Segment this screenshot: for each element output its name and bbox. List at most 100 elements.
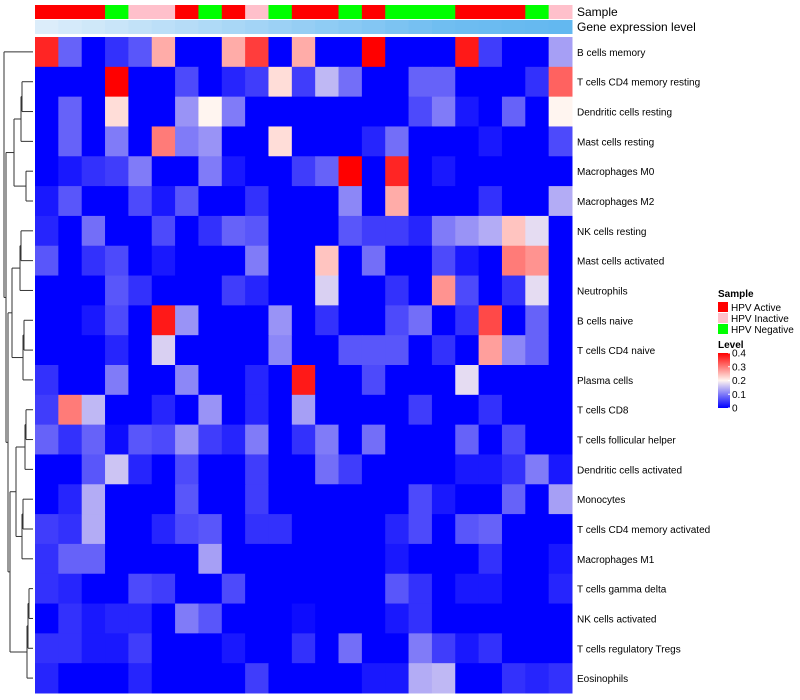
heatmap-cell xyxy=(431,156,456,187)
heatmap-cell xyxy=(408,335,433,366)
heatmap-cell xyxy=(338,335,363,366)
heatmap-cell xyxy=(81,633,106,664)
heatmap-cell xyxy=(408,454,433,485)
gene-expression-annotation-cell xyxy=(268,20,293,34)
heatmap-cell xyxy=(175,394,199,426)
heatmap-cell xyxy=(105,424,129,455)
heatmap-cell xyxy=(128,96,153,127)
heatmap-cell xyxy=(408,365,433,396)
sample-annotation-cell xyxy=(385,5,410,19)
heatmap-cell xyxy=(361,37,386,68)
heatmap-cell xyxy=(431,454,456,485)
heatmap-cell xyxy=(175,96,199,127)
heatmap-cell xyxy=(105,603,129,634)
heatmap-cell xyxy=(361,156,386,187)
gene-expression-annotation-cell xyxy=(175,20,199,34)
level-legend-title: Level xyxy=(718,340,744,351)
heatmap-cell xyxy=(81,186,106,217)
heatmap-cell xyxy=(175,305,199,336)
heatmap-cell xyxy=(361,633,386,664)
heatmap-cell xyxy=(35,603,59,634)
heatmap-cell xyxy=(128,543,153,575)
sample-legend-label: HPV Negative xyxy=(731,325,794,336)
heatmap-cell xyxy=(35,66,59,98)
row-label: T cells CD4 memory activated xyxy=(577,525,710,536)
heatmap-cell xyxy=(361,66,386,98)
row-label: NK cells resting xyxy=(577,227,646,238)
heatmap-cell xyxy=(455,424,480,455)
level-color-bar xyxy=(718,353,730,408)
heatmap-cell xyxy=(315,305,340,336)
heatmap-cell xyxy=(151,365,176,396)
heatmap-cell xyxy=(548,37,573,68)
gene-expression-annotation-cell xyxy=(198,20,223,34)
heatmap-cell xyxy=(315,215,340,247)
heatmap-cell xyxy=(501,126,526,157)
heatmap-cell xyxy=(81,96,106,127)
heatmap-cell xyxy=(431,543,456,575)
sample-annotation-cell xyxy=(431,5,456,19)
sample-annotation-bar xyxy=(35,5,573,19)
row-label: Mast cells activated xyxy=(577,257,664,268)
heatmap-cell xyxy=(128,573,153,605)
heatmap-cell xyxy=(198,305,223,336)
gene-expression-annotation-cell xyxy=(245,20,269,34)
heatmap-cell xyxy=(455,603,480,634)
heatmap-cell xyxy=(81,573,106,605)
heatmap-cell xyxy=(455,633,480,664)
heatmap-cell xyxy=(525,454,550,485)
heatmap-cell xyxy=(315,633,340,664)
heatmap-cell xyxy=(58,66,83,98)
heatmap-cell xyxy=(128,484,153,515)
heatmap-cell xyxy=(198,37,223,68)
heatmap-cell xyxy=(431,365,456,396)
heatmap-cell xyxy=(315,156,340,187)
heatmap-cell xyxy=(338,245,363,277)
gene-expression-annotation-cell xyxy=(385,20,410,34)
heatmap-cell xyxy=(361,245,386,277)
heatmap-cell xyxy=(525,365,550,396)
heatmap-cell xyxy=(315,484,340,515)
heatmap-cell xyxy=(361,335,386,366)
heatmap-cell xyxy=(105,454,129,485)
heatmap-cell xyxy=(268,484,293,515)
heatmap-cell xyxy=(431,215,456,247)
heatmap-cell xyxy=(338,215,363,247)
heatmap-cell xyxy=(128,335,153,366)
heatmap-cell xyxy=(268,126,293,157)
heatmap-cell xyxy=(455,126,480,157)
heatmap-cell xyxy=(128,245,153,277)
heatmap-cell xyxy=(268,186,293,217)
heatmap-cell xyxy=(175,245,199,277)
heatmap-cell xyxy=(501,215,526,247)
heatmap-cell xyxy=(268,335,293,366)
row-label: Neutrophils xyxy=(577,286,628,297)
sample-annotation-cell xyxy=(151,5,176,19)
heatmap-cell xyxy=(478,96,503,127)
heatmap-cell xyxy=(548,96,573,127)
heatmap-cell xyxy=(175,335,199,366)
heatmap-cell xyxy=(245,186,269,217)
heatmap-cell xyxy=(385,66,410,98)
heatmap-cell xyxy=(548,66,573,98)
heatmap-cell xyxy=(128,37,153,68)
heatmap-cell xyxy=(245,633,269,664)
heatmap-cell xyxy=(245,394,269,426)
heatmap-cell xyxy=(525,66,550,98)
heatmap-cell xyxy=(198,633,223,664)
heatmap-cell xyxy=(548,603,573,634)
heatmap-cell xyxy=(105,275,129,306)
row-label: T cells follicular helper xyxy=(577,436,676,447)
heatmap-cell xyxy=(81,215,106,247)
heatmap-cell xyxy=(151,275,176,306)
heatmap-cell xyxy=(245,275,269,306)
heatmap-cell xyxy=(315,96,340,127)
heatmap-cell xyxy=(408,96,433,127)
sample-annotation-cell xyxy=(548,5,573,19)
heatmap-cell xyxy=(198,245,223,277)
heatmap-cell xyxy=(105,573,129,605)
heatmap-cell xyxy=(525,394,550,426)
heatmap-cell xyxy=(408,275,433,306)
row-label: T cells CD8 xyxy=(577,406,629,417)
